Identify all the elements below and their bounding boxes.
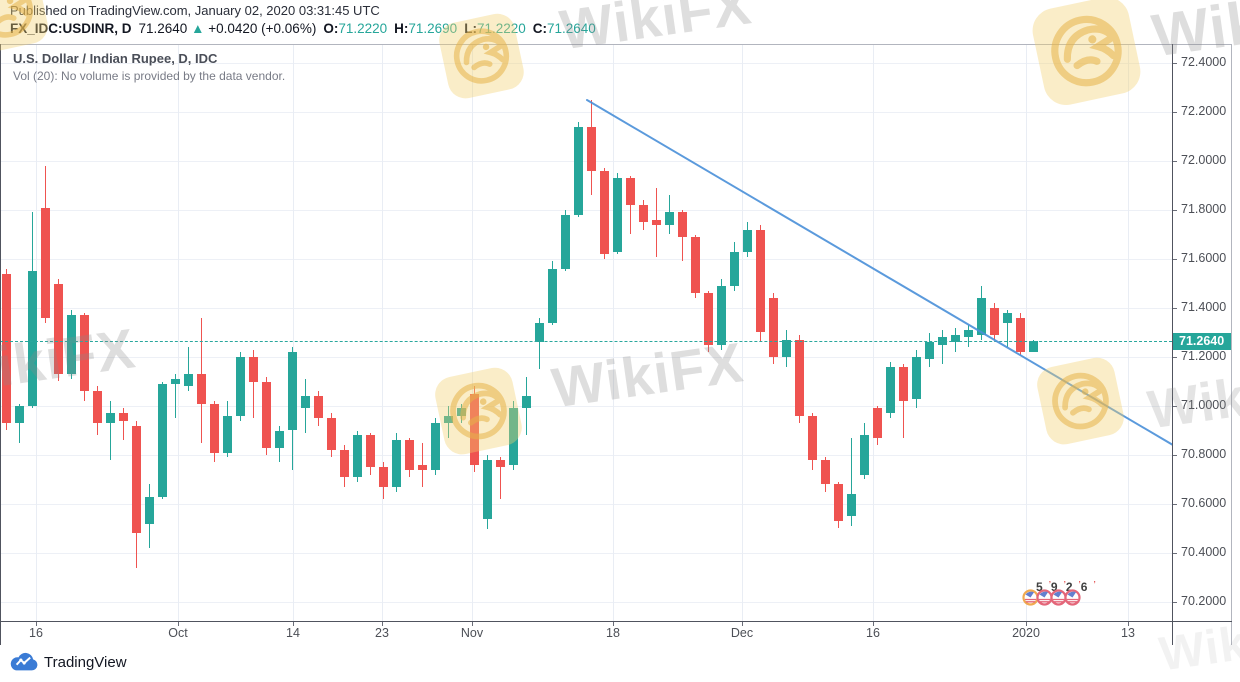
price-gridline: [0, 161, 1172, 162]
time-gridline: [178, 44, 179, 621]
open-label: O:: [323, 21, 339, 36]
price-axis-label: 72.4000: [1181, 55, 1227, 69]
time-tick: [873, 622, 874, 626]
open-value: 71.2220: [338, 21, 388, 36]
tradingview-brand-text[interactable]: TradingView: [44, 654, 127, 671]
time-tick: [293, 622, 294, 626]
high-label: H:: [394, 21, 409, 36]
price-axis-label: 70.8000: [1181, 447, 1227, 461]
time-axis-label: Oct: [168, 626, 188, 640]
price-gridline: [0, 455, 1172, 456]
price-tick: [1172, 308, 1177, 309]
price-gridline: [0, 259, 1172, 260]
close-value: 71.2640: [547, 21, 596, 36]
time-gridline: [293, 44, 294, 621]
time-tick: [178, 622, 179, 626]
price-axis-label: 71.2000: [1181, 349, 1227, 363]
price-gridline: [0, 112, 1172, 113]
price-gridline: [0, 357, 1172, 358]
price-axis-label: 71.6000: [1181, 251, 1227, 265]
price-tick: [1172, 406, 1177, 407]
price-axis-label: 72.0000: [1181, 153, 1227, 167]
time-gridline: [873, 44, 874, 621]
time-gridline: [472, 44, 473, 621]
time-tick: [613, 622, 614, 626]
time-axis-line: [0, 621, 1232, 622]
time-gridline: [613, 44, 614, 621]
price-tick: [1172, 112, 1177, 113]
tradingview-logo-icon[interactable]: [10, 651, 38, 680]
price-gridline: [0, 63, 1172, 64]
symbol-name: FX_IDC:USDINR, D: [10, 21, 132, 36]
price-tick: [1172, 259, 1177, 260]
time-tick: [36, 622, 37, 626]
price-tick: [1172, 161, 1177, 162]
time-tick: [742, 622, 743, 626]
frame-top-border: [0, 44, 1232, 45]
time-tick: [472, 622, 473, 626]
published-timestamp: Published on TradingView.com, January 02…: [10, 3, 380, 18]
up-arrow-icon: ▲: [191, 21, 205, 36]
chart-title: U.S. Dollar / Indian Rupee, D, IDC: [13, 51, 218, 66]
price-tick: [1172, 63, 1177, 64]
time-axis-label: 16: [29, 626, 43, 640]
time-axis-label: 2020: [1012, 626, 1040, 640]
chart-plot-area[interactable]: U.S. Dollar / Indian Rupee, D, IDC Vol (…: [0, 44, 1172, 621]
price-axis-label: 70.2000: [1181, 594, 1227, 608]
price-axis-label: 72.2000: [1181, 104, 1227, 118]
time-gridline: [1128, 44, 1129, 621]
time-axis-label: Nov: [460, 626, 484, 640]
price-tick: [1172, 455, 1177, 456]
counter-digits: 5’9’2’6’: [1036, 580, 1096, 594]
time-axis-label: 16: [866, 626, 880, 640]
price-tick: [1172, 504, 1177, 505]
descending-trendline[interactable]: [0, 44, 1172, 621]
price-axis-separator: [1172, 44, 1173, 645]
volume-note: Vol (20): No volume is provided by the d…: [13, 69, 286, 83]
price-tick: [1172, 553, 1177, 554]
price-axis-label: 71.0000: [1181, 398, 1227, 412]
last-price-tag: 71.2640: [1172, 333, 1232, 351]
time-gridline: [382, 44, 383, 621]
price-gridline: [0, 210, 1172, 211]
time-gridline: [1026, 44, 1027, 621]
price-axis-label: 71.8000: [1181, 202, 1227, 216]
time-axis-label: 13: [1121, 626, 1135, 640]
time-gridline: [742, 44, 743, 621]
time-axis-label: Dec: [730, 626, 754, 640]
counter-globe-icons: [1022, 589, 1081, 611]
high-value: 71.2690: [408, 21, 458, 36]
price-gridline: [0, 308, 1172, 309]
frame-right-border: [1231, 44, 1232, 645]
time-axis-label: 18: [606, 626, 620, 640]
time-axis[interactable]: 16 Oct 14 23 Nov 18 Dec 16 2020 13: [0, 622, 1232, 645]
attribution-bar: TradingView: [0, 645, 1240, 681]
symbol-ohlc-bar: FX_IDC:USDINR, D 71.2640 ▲ +0.0420 (+0.06…: [10, 21, 596, 36]
close-label: C:: [532, 21, 548, 36]
price-axis[interactable]: 71.2640 72.4000 72.2000 72.0000 71.8000 71.6…: [1172, 44, 1232, 621]
last-price-value: 71.2640: [138, 21, 188, 36]
chart-legend: U.S. Dollar / Indian Rupee, D, IDC Vol (…: [13, 51, 285, 83]
price-axis-label: 71.4000: [1181, 300, 1227, 314]
price-tick: [1172, 210, 1177, 211]
price-gridline: [0, 553, 1172, 554]
price-gridline: [0, 504, 1172, 505]
price-tick: [1172, 602, 1177, 603]
low-label: L:: [464, 21, 477, 36]
last-price-dashed-line: [0, 341, 1172, 343]
time-tick: [382, 622, 383, 626]
price-axis-label: 70.4000: [1181, 545, 1227, 559]
price-gridline: [0, 602, 1172, 603]
time-tick: [1026, 622, 1027, 626]
low-value: 71.2220: [476, 21, 526, 36]
time-tick: [1128, 622, 1129, 626]
price-change: +0.0420 (+0.06%): [208, 21, 317, 36]
price-tick: [1172, 357, 1177, 358]
time-axis-label: 23: [375, 626, 389, 640]
price-axis-label: 70.6000: [1181, 496, 1227, 510]
frame-left-border: [0, 44, 1, 645]
time-axis-label: 14: [286, 626, 300, 640]
price-gridline: [0, 406, 1172, 407]
